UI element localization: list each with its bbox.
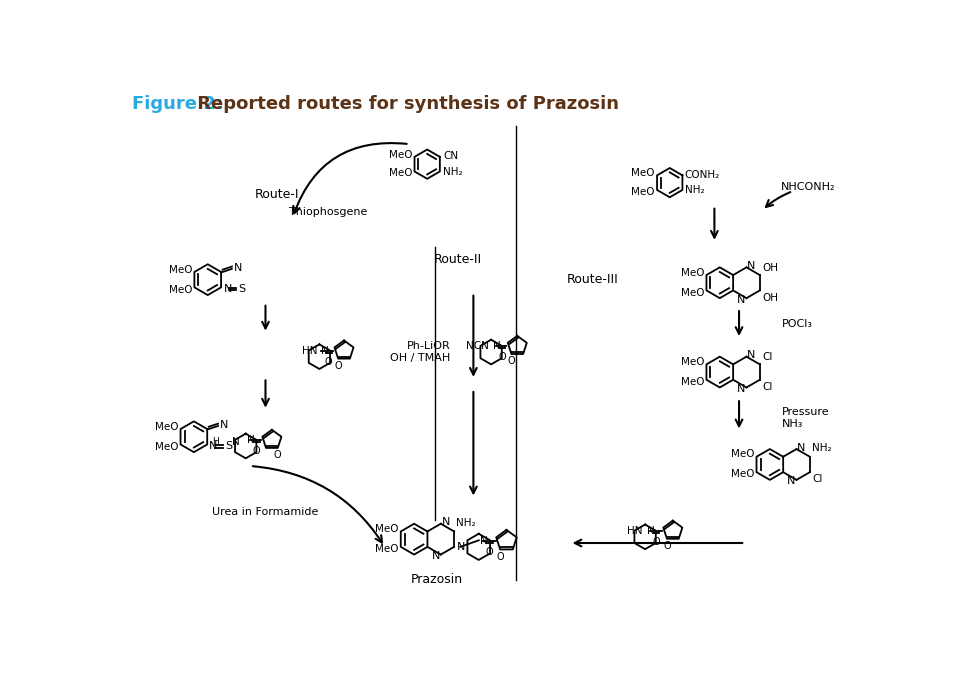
Text: N: N [481,536,488,545]
Text: MeO: MeO [731,450,755,460]
Text: O: O [274,450,282,460]
Text: MeO: MeO [169,285,192,295]
Text: N: N [247,435,255,445]
Text: O: O [663,541,671,551]
Text: O: O [485,547,493,557]
Text: NHCONH₂: NHCONH₂ [781,182,836,192]
Text: MeO: MeO [389,168,412,178]
Text: NH₂: NH₂ [456,518,476,528]
Text: Ph-LiOR
OH / TMAH: Ph-LiOR OH / TMAH [390,342,451,363]
Text: MeO: MeO [375,524,399,534]
Text: OH: OH [762,293,778,303]
Text: N: N [232,437,239,447]
Text: NH₂: NH₂ [685,186,704,195]
Text: POCl₃: POCl₃ [782,319,813,329]
Text: Route-III: Route-III [566,273,619,286]
Text: MeO: MeO [680,357,704,367]
Text: Prazosin: Prazosin [411,574,463,587]
Text: Cl: Cl [813,475,822,485]
Text: N: N [234,263,242,273]
Text: NCN: NCN [466,341,489,351]
Text: Route-II: Route-II [434,253,482,266]
Text: N: N [321,346,329,356]
Text: MeO: MeO [375,544,399,554]
Text: MeO: MeO [631,168,655,178]
Text: Cl: Cl [762,352,773,362]
Text: MeO: MeO [680,268,704,277]
Text: N: N [219,421,228,430]
Text: N: N [493,341,501,351]
Text: O: O [253,446,261,456]
Text: Urea in Formamide: Urea in Formamide [212,507,318,517]
Text: MeO: MeO [154,441,179,452]
Text: O: O [325,356,332,367]
Text: NH₂: NH₂ [443,167,462,177]
Text: O: O [652,537,660,547]
Text: Route-I: Route-I [255,188,299,201]
Text: N: N [647,526,654,536]
Text: N: N [737,295,746,304]
Text: Figure 2:: Figure 2: [132,95,223,113]
Text: MeO: MeO [731,470,755,479]
Text: MeO: MeO [680,288,704,298]
Text: O: O [508,356,515,367]
Text: N: N [456,542,465,552]
Text: Pressure: Pressure [782,407,829,417]
Text: Reported routes for synthesis of Prazosin: Reported routes for synthesis of Prazosi… [191,95,619,113]
Text: H: H [212,437,219,446]
Text: Cl: Cl [762,382,773,392]
Text: O: O [498,352,506,362]
Text: HN: HN [302,346,317,356]
Text: N: N [737,384,746,394]
Text: NH₂: NH₂ [813,443,832,453]
Text: N: N [787,477,796,487]
Text: N: N [747,261,756,271]
Text: MeO: MeO [389,150,412,160]
Text: MeO: MeO [680,377,704,387]
Text: N: N [797,443,806,452]
Text: HN: HN [627,526,643,536]
Text: N: N [223,284,232,294]
Text: O: O [334,361,342,371]
Text: N: N [208,441,217,451]
Text: CONH₂: CONH₂ [685,170,720,180]
Text: MeO: MeO [169,265,192,275]
Text: NH₃: NH₃ [782,418,803,429]
Text: N: N [442,517,450,527]
Text: N: N [431,551,440,561]
Text: CN: CN [443,151,458,161]
Text: N: N [747,350,756,360]
Text: Thiophosgene: Thiophosgene [289,207,367,217]
Text: OH: OH [762,263,778,273]
Text: MeO: MeO [631,187,655,197]
Text: S: S [238,284,245,294]
Text: S: S [225,441,232,451]
Text: MeO: MeO [154,422,179,432]
Text: O: O [496,551,504,562]
